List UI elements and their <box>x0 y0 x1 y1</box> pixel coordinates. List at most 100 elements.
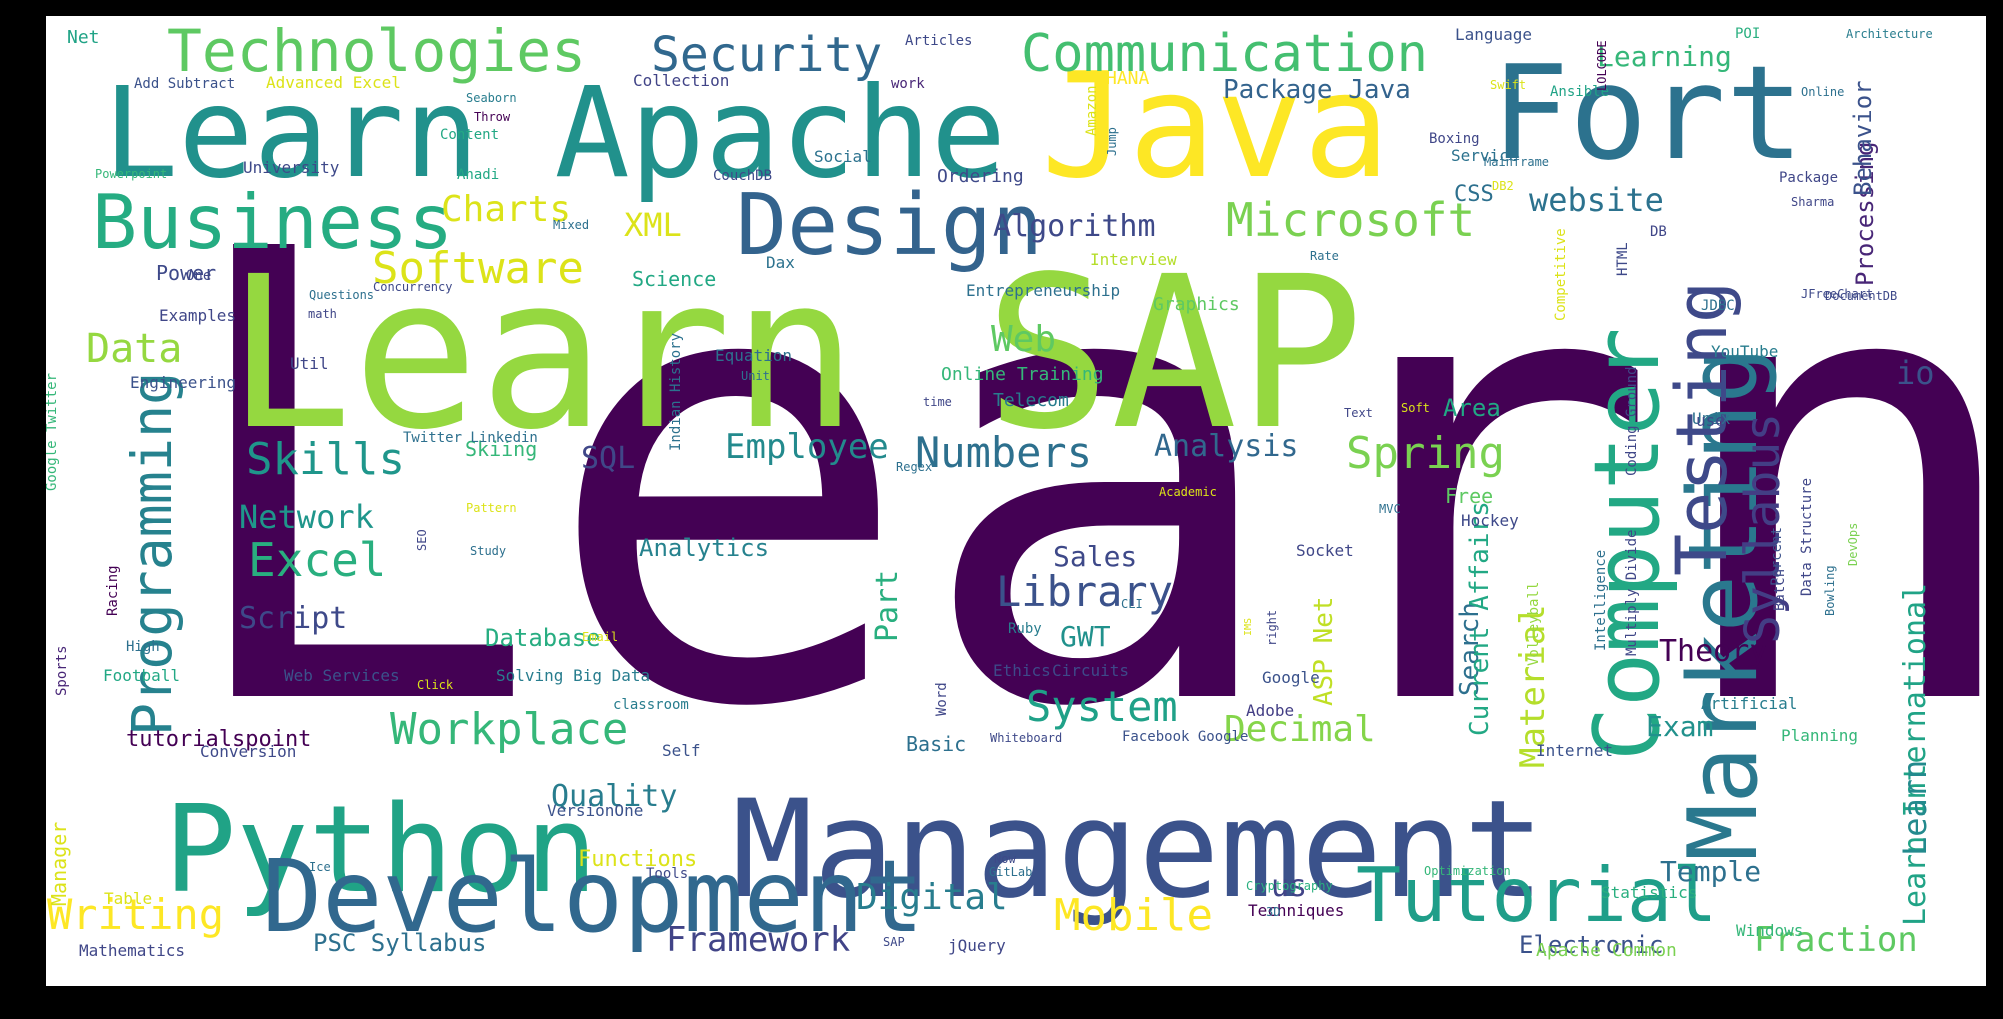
word-io: io <box>1896 354 1935 392</box>
word-seaborn: Seaborn <box>466 91 517 105</box>
word-circuits: Circuits <box>1052 661 1129 680</box>
word-mainframe: Mainframe <box>1484 155 1549 169</box>
word-technologies: Technologies <box>167 17 586 85</box>
word-java: Java <box>1041 42 1390 211</box>
word-twitter-linkedin: Twitter Linkedin <box>403 430 538 446</box>
word-graphics: Graphics <box>1153 294 1240 315</box>
word-jdbc: JDBC <box>1701 298 1735 314</box>
word-one: One <box>186 268 211 284</box>
word-indian-history: Indian History <box>668 333 684 451</box>
word-software: Software <box>372 243 584 294</box>
word-amazon: Amazon <box>1084 85 1100 136</box>
word-gwt: GWT <box>1060 620 1111 653</box>
word-hockey: Hockey <box>1461 511 1519 530</box>
word-ordering: Ordering <box>937 166 1024 187</box>
word-temple: Temple <box>1660 855 1761 888</box>
word-powerpoint: Powerpoint <box>95 167 167 181</box>
word-web: Web <box>991 319 1056 360</box>
word-social: Social <box>814 147 872 166</box>
word-concurrency: Concurrency <box>373 280 452 294</box>
word-search: Search <box>1455 602 1485 696</box>
word-internet: Internet <box>1536 741 1613 760</box>
word-ansible: Ansible <box>1550 84 1609 100</box>
word-high: High <box>126 639 160 655</box>
word-service: Service <box>1451 146 1518 165</box>
word-now: Now <box>994 852 1016 866</box>
word-interview: Interview <box>1090 250 1177 269</box>
word-learn: Learn <box>168 122 1986 843</box>
word-jump: Jump <box>1105 127 1119 156</box>
word-analysis: Analysis <box>1154 429 1299 464</box>
word-boxing: Boxing <box>1429 131 1480 147</box>
word-ims: IMS <box>1243 618 1254 636</box>
word-socket: Socket <box>1296 541 1354 560</box>
word-percent: Percent <box>1769 527 1785 586</box>
word-whiteboard: Whiteboard <box>990 731 1062 745</box>
word-data-structure: Data Structure <box>1799 478 1815 596</box>
word-use: use <box>1696 411 1725 430</box>
word-fraction: Fraction <box>1754 920 1918 960</box>
word-behavior: Behavior <box>1849 80 1877 196</box>
word-gitlab: GitLab <box>989 865 1032 879</box>
word-google: Google <box>1262 668 1320 687</box>
word-cryptography: Cryptography <box>1246 879 1333 893</box>
word-cloud-canvas: Learn Learn SAP Management Learn Apache Java… <box>46 16 1986 986</box>
word-study: Study <box>470 544 506 558</box>
word-unix: Unix <box>1692 409 1731 428</box>
word-network: Network <box>239 498 374 536</box>
word-classroom: classroom <box>613 697 689 713</box>
word-online-training: Online Training <box>941 364 1104 385</box>
word-work: work <box>891 76 925 92</box>
word-math: math <box>308 307 337 321</box>
word-excel: Excel <box>248 533 386 587</box>
word-system: System <box>1026 682 1178 731</box>
word-architecture: Architecture <box>1846 27 1933 41</box>
word-framework: Framework <box>666 920 850 960</box>
word-statistics: Statistics <box>1601 883 1697 902</box>
word-windows: Windows <box>1736 921 1803 940</box>
word-microsoft: Microsoft <box>1226 193 1475 247</box>
word-lolcode: LOLCODE <box>1595 40 1609 91</box>
word-questions: Questions <box>309 288 374 302</box>
word-learn-sap: Learn SAP <box>226 231 1364 476</box>
word-util: Util <box>290 354 329 373</box>
word-mobile: Mobile <box>1054 890 1213 941</box>
word-management: Management <box>732 771 1545 928</box>
word-hana: HANA <box>1106 68 1150 89</box>
word-anadi: Anadi <box>457 167 499 183</box>
word-algorithm: Algorithm <box>993 209 1156 244</box>
word-text: Text <box>1344 406 1373 420</box>
word-development: Development <box>262 838 924 955</box>
word-jquery: jQuery <box>948 936 1006 955</box>
word-seo: SEO <box>415 529 429 551</box>
word-testing: Testing <box>1661 281 1743 576</box>
word-mvc: MVC <box>1379 502 1401 516</box>
word-website: website <box>1529 181 1664 219</box>
word-power: Power <box>156 261 216 285</box>
word-mathematics: Mathematics <box>79 941 185 960</box>
word-numbers: Numbers <box>915 428 1092 477</box>
word-solving-big-data: Solving Big Data <box>496 666 650 685</box>
word-coding-ground: Coding Ground <box>1624 366 1640 476</box>
word-us: us <box>1271 869 1307 904</box>
word-part: Part <box>870 570 905 642</box>
word-dax: Dax <box>766 253 795 272</box>
word-adobe: Adobe <box>1246 701 1294 720</box>
word-spring: Spring <box>1346 428 1505 479</box>
word-self: Self <box>662 741 701 760</box>
word-manager: Manager <box>47 822 71 906</box>
word-swift: Swift <box>1490 78 1526 92</box>
word-racing: Racing <box>105 565 121 616</box>
word-volleyball: Volleyball <box>1526 582 1542 666</box>
word-facebook-google: Facebook Google <box>1122 729 1248 745</box>
word-content: Content <box>440 127 499 143</box>
word-ice: Ice <box>309 860 331 874</box>
word-couchdb: CouchDB <box>713 168 772 184</box>
word-sharma: Sharma <box>1791 195 1834 209</box>
word-google-twitter: Google Twitter <box>46 373 60 491</box>
word-apache-common: Apache Common <box>1536 940 1677 961</box>
word-material: Material <box>1513 604 1553 768</box>
word-web-services: Web Services <box>284 666 400 685</box>
word-business: Business <box>92 178 453 266</box>
word-asp-net: ASP Net <box>1309 596 1339 706</box>
